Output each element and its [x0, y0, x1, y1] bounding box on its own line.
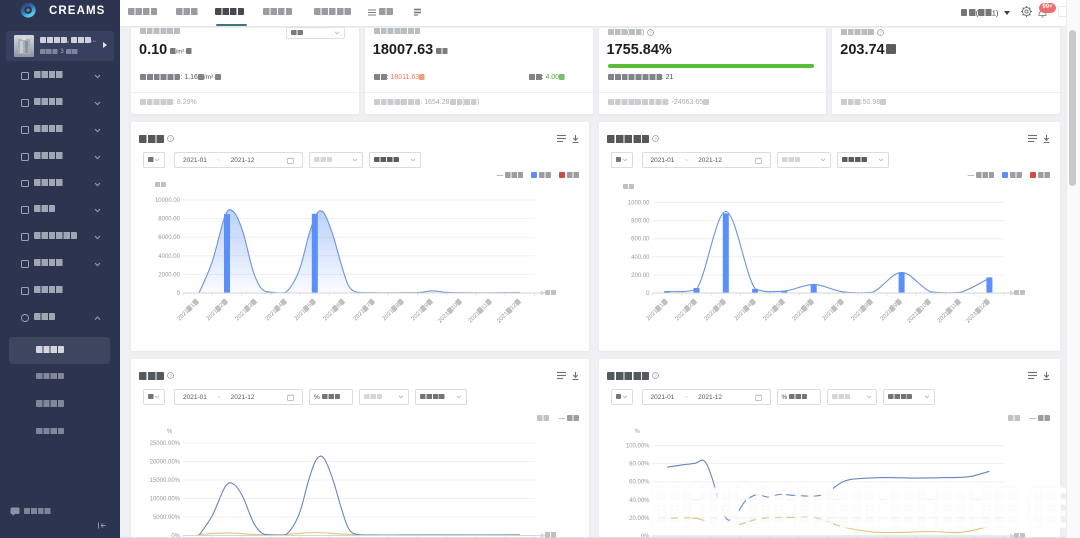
svg-text:0%: 0%: [640, 534, 649, 538]
svg-text:?: ?: [879, 30, 882, 36]
svg-text:80.00%: 80.00%: [629, 462, 650, 468]
svg-text:2000.00: 2000.00: [158, 272, 180, 278]
svg-text:40.00%: 40.00%: [629, 498, 650, 504]
svg-text:60.00%: 60.00%: [629, 480, 650, 486]
svg-text:25000.00%: 25000.00%: [150, 441, 181, 447]
svg-text:4000.00: 4000.00: [158, 254, 180, 260]
svg-text:10000.00%: 10000.00%: [150, 497, 181, 503]
svg-text:600.00: 600.00: [631, 237, 650, 243]
svg-text:20000.00%: 20000.00%: [150, 460, 181, 466]
svg-text:1000.00: 1000.00: [627, 201, 649, 207]
svg-text:800.00: 800.00: [631, 219, 650, 225]
svg-text:?: ?: [169, 136, 172, 142]
svg-text:6000.00: 6000.00: [158, 235, 180, 241]
svg-text:200.00: 200.00: [631, 273, 650, 279]
svg-text:?: ?: [169, 373, 172, 379]
svg-text:?: ?: [654, 373, 657, 379]
svg-text:5000.00%: 5000.00%: [153, 515, 181, 521]
svg-text:15000.00%: 15000.00%: [150, 478, 181, 484]
svg-text:?: ?: [649, 30, 652, 36]
svg-text:?: ?: [654, 136, 657, 142]
svg-text:100.00%: 100.00%: [625, 444, 649, 450]
svg-text:0%: 0%: [171, 534, 180, 538]
svg-text:8000.00: 8000.00: [158, 217, 180, 223]
svg-text:20.00%: 20.00%: [629, 516, 650, 522]
svg-text:0: 0: [646, 291, 650, 297]
svg-text:400.00: 400.00: [631, 255, 650, 261]
svg-text:10000.00: 10000.00: [155, 198, 181, 204]
svg-text:0: 0: [177, 291, 181, 297]
